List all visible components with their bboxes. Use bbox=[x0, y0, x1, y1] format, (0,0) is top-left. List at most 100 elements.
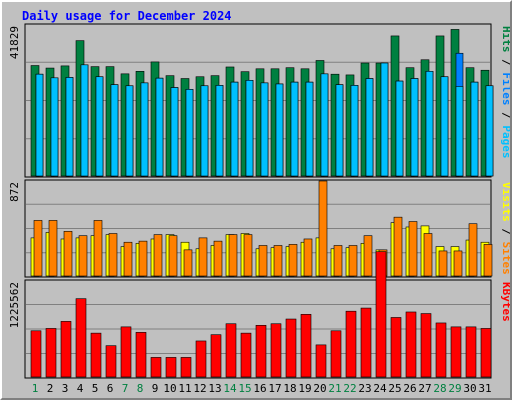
bar-pages bbox=[110, 84, 119, 177]
bar-kbytes bbox=[300, 314, 312, 378]
bar-pages bbox=[485, 85, 494, 177]
bar-pages bbox=[50, 77, 59, 177]
day-label: 17 bbox=[268, 382, 281, 395]
bar-kbytes bbox=[270, 323, 282, 378]
bar-kbytes bbox=[225, 323, 237, 378]
bar-kbytes bbox=[120, 326, 132, 378]
day-label: 1 bbox=[32, 382, 39, 395]
bar-kbytes bbox=[240, 332, 252, 378]
day-label: 21 bbox=[328, 382, 341, 395]
bar-kbytes bbox=[315, 344, 327, 378]
bar-sites bbox=[228, 234, 238, 277]
legend-entry: Pages bbox=[500, 125, 510, 158]
bar-sites bbox=[453, 250, 463, 277]
bar-sites bbox=[333, 245, 343, 277]
bar-pages bbox=[380, 62, 389, 177]
day-label: 20 bbox=[313, 382, 326, 395]
bar-pages bbox=[140, 82, 149, 177]
panel-legend: KBytes bbox=[500, 282, 510, 322]
bar-kbytes bbox=[465, 326, 477, 378]
day-label: 13 bbox=[208, 382, 221, 395]
legend-entry: / bbox=[500, 53, 510, 73]
legend-entry: Sites bbox=[500, 242, 510, 275]
bar-pages bbox=[95, 76, 104, 177]
bar-pages bbox=[305, 81, 314, 177]
bar-sites bbox=[123, 241, 133, 277]
bar-kbytes bbox=[60, 321, 72, 378]
bar-sites bbox=[423, 233, 433, 277]
bar-sites bbox=[78, 235, 88, 277]
bar-pages bbox=[125, 85, 134, 177]
bar-pages bbox=[155, 77, 164, 177]
bar-pages bbox=[245, 80, 254, 177]
bar-kbytes bbox=[90, 332, 102, 378]
day-label: 12 bbox=[193, 382, 206, 395]
bar-sites bbox=[318, 180, 328, 277]
legend-entry: / bbox=[500, 106, 510, 126]
bar-sites bbox=[153, 234, 163, 277]
bar-sites bbox=[93, 220, 103, 277]
bar-sites bbox=[213, 240, 223, 277]
day-label: 9 bbox=[152, 382, 159, 395]
bar-pages bbox=[80, 64, 89, 177]
bar-pages bbox=[440, 76, 449, 177]
day-label: 27 bbox=[418, 382, 431, 395]
bar-sites bbox=[303, 238, 313, 277]
bar-pages bbox=[65, 77, 74, 177]
day-label: 14 bbox=[223, 382, 237, 395]
bar-sites bbox=[363, 235, 373, 277]
bar-pages bbox=[230, 81, 239, 177]
bar-sites bbox=[138, 240, 148, 277]
bar-kbytes bbox=[165, 357, 177, 378]
day-label: 31 bbox=[478, 382, 491, 395]
y-max-label: 41829 bbox=[8, 26, 21, 59]
bar-kbytes bbox=[255, 325, 267, 378]
bar-kbytes bbox=[450, 326, 462, 378]
bar-kbytes bbox=[480, 328, 492, 378]
day-label: 5 bbox=[92, 382, 99, 395]
bar-pages bbox=[410, 78, 419, 177]
legend-entry: / bbox=[500, 222, 510, 242]
bar-pages bbox=[455, 86, 464, 177]
day-label: 16 bbox=[253, 382, 266, 395]
bar-sites bbox=[243, 234, 253, 277]
bar-pages bbox=[470, 81, 479, 177]
bar-kbytes bbox=[150, 357, 162, 378]
bar-kbytes bbox=[30, 330, 42, 378]
y-max-label: 1225562 bbox=[8, 282, 21, 328]
day-label: 26 bbox=[403, 382, 416, 395]
bar-kbytes bbox=[420, 313, 432, 378]
bar-sites bbox=[48, 220, 58, 277]
day-label: 25 bbox=[388, 382, 401, 395]
bar-pages bbox=[35, 73, 44, 177]
panel-legend: Visits / Sites bbox=[500, 182, 510, 275]
bar-sites bbox=[168, 235, 178, 277]
day-label: 22 bbox=[343, 382, 356, 395]
bar-kbytes bbox=[435, 322, 447, 378]
bar-sites bbox=[483, 244, 493, 277]
bar-sites bbox=[438, 250, 448, 277]
bar-sites bbox=[258, 245, 268, 277]
day-label: 30 bbox=[463, 382, 476, 395]
bar-pages bbox=[320, 73, 329, 177]
day-label: 6 bbox=[107, 382, 114, 395]
bar-pages bbox=[215, 85, 224, 177]
bar-kbytes bbox=[195, 340, 207, 378]
bar-kbytes bbox=[345, 310, 357, 378]
bar-sites bbox=[273, 245, 283, 277]
panel-legend: Hits / Files / Pages bbox=[500, 26, 510, 159]
day-label: 28 bbox=[433, 382, 446, 395]
bar-pages bbox=[365, 78, 374, 177]
y-max-label: 872 bbox=[8, 182, 21, 202]
bar-kbytes bbox=[75, 298, 87, 378]
bar-kbytes bbox=[180, 357, 192, 378]
bar-sites bbox=[348, 245, 358, 277]
day-label: 23 bbox=[358, 382, 371, 395]
legend-entry: Visits bbox=[500, 182, 510, 222]
legend-entry: KBytes bbox=[500, 282, 510, 322]
bar-kbytes bbox=[210, 334, 222, 378]
day-label: 8 bbox=[137, 382, 144, 395]
day-label: 2 bbox=[47, 382, 54, 395]
